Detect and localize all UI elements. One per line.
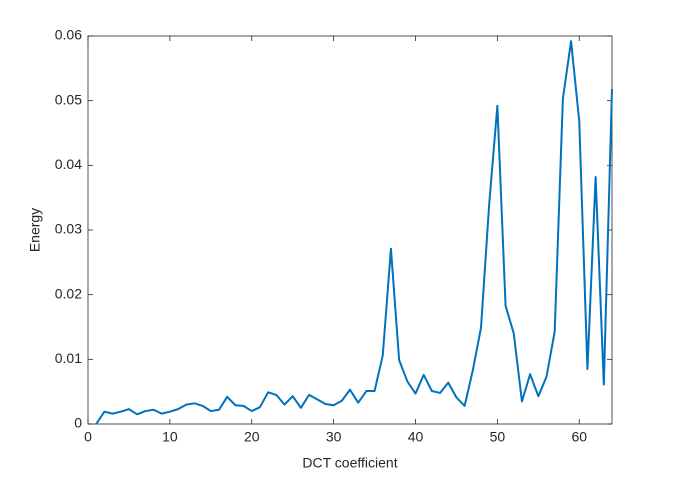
- y-tick-label: 0.05: [55, 91, 82, 107]
- y-axis-label: Energy: [27, 208, 43, 252]
- x-tick-label: 0: [84, 429, 92, 445]
- y-tick-label: 0: [74, 415, 82, 431]
- x-tick-label: 20: [244, 429, 260, 445]
- y-tick-label: 0.03: [55, 221, 82, 237]
- x-tick-label: 40: [408, 429, 424, 445]
- y-tick-label: 0.04: [55, 156, 82, 172]
- x-tick-label: 10: [162, 429, 178, 445]
- x-tick-label: 60: [571, 429, 587, 445]
- y-tick-label: 0.01: [55, 350, 82, 366]
- x-tick-label: 50: [490, 429, 506, 445]
- x-axis-label: DCT coefficient: [302, 455, 397, 471]
- y-tick-label: 0.06: [55, 27, 82, 43]
- axes-box: [87, 35, 613, 425]
- y-tick-label: 0.02: [55, 285, 82, 301]
- data-line: [95, 40, 613, 425]
- x-tick-label: 30: [326, 429, 342, 445]
